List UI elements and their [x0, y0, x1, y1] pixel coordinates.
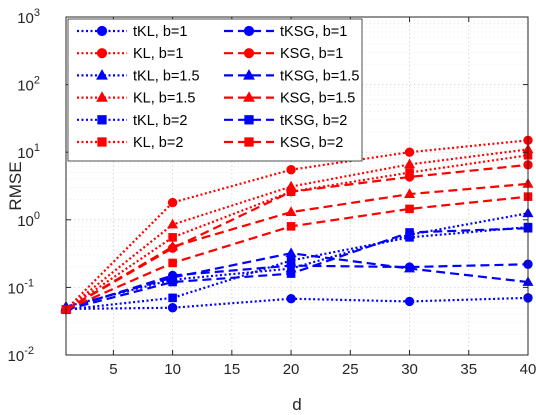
y-tick-label: 10-1: [8, 277, 34, 297]
series-line: [65, 148, 529, 311]
legend-item: tKSG, b=1.5: [224, 68, 359, 84]
legend-marker: [243, 48, 255, 59]
y-tick-exponent: -2: [24, 345, 34, 357]
legend-marker: [243, 69, 255, 80]
y-tick-exponent: 2: [34, 75, 40, 87]
y-tick-base: 10: [17, 213, 34, 230]
legend-item: KSG, b=1: [224, 46, 343, 62]
y-tick-exponent: 1: [34, 142, 40, 154]
legend-label: KL, b=1.5: [133, 91, 195, 107]
data-point: [405, 204, 414, 214]
series-line: [65, 182, 529, 311]
y-tick-base: 10: [8, 348, 25, 365]
x-tick-label: 25: [342, 361, 359, 378]
data-point: [285, 247, 297, 258]
y-tick-label: 100: [17, 210, 40, 230]
x-tick-label: 20: [283, 361, 300, 378]
plot-frame: [65, 16, 529, 356]
legend-marker: [96, 25, 108, 37]
legend-marker: [243, 25, 255, 37]
legend-item: tKL, b=2: [77, 113, 187, 129]
data-point: [167, 303, 178, 313]
x-tick-label: 10: [164, 361, 181, 378]
legend-item: KL, b=1: [77, 46, 183, 62]
y-tick-exponent: 0: [34, 210, 40, 222]
series-line: [65, 139, 529, 311]
legend-item: tKSG, b=2: [224, 113, 347, 129]
data-point: [286, 269, 296, 278]
y-tick-exponent: 3: [34, 7, 40, 19]
data-point: [285, 206, 297, 216]
legend-marker: [96, 69, 108, 80]
data-point: [168, 233, 177, 242]
data-point: [404, 172, 415, 182]
data-point: [167, 240, 179, 251]
legend-label: tKL, b=1: [133, 24, 187, 40]
data-point: [286, 260, 296, 271]
data-point: [167, 197, 178, 208]
data-point: [286, 187, 296, 197]
legend: tKL, b=1 KL, b=1 tKL, b=1.5 KL, b=1.5 tKL, b…: [67, 18, 363, 162]
legend-label: tKSG, b=2: [280, 113, 347, 129]
legend-label: KL, b=1: [133, 46, 183, 62]
legend-label: tKL, b=1.5: [133, 68, 200, 84]
data-point: [168, 277, 177, 287]
y-tick-base: 10: [17, 145, 34, 162]
legend-marker: [96, 91, 108, 102]
x-tick-label: 40: [520, 361, 536, 378]
legend-marker: [244, 115, 254, 125]
data-point: [168, 258, 177, 268]
legend-label: KSG, b=1: [280, 46, 343, 62]
legend-item: KSG, b=2: [224, 135, 343, 151]
legend-label: KL, b=2: [133, 135, 183, 151]
data-point: [404, 262, 416, 273]
data-point: [404, 147, 415, 157]
x-tick-label: 15: [224, 361, 241, 378]
y-tick-label: 101: [17, 142, 40, 162]
data-point: [168, 293, 177, 303]
legend-marker: [97, 115, 107, 125]
data-point: [167, 218, 179, 229]
y-tick-base: 10: [17, 10, 34, 27]
y-tick-label: 102: [17, 75, 40, 95]
data-point: [286, 294, 296, 304]
legend-item: tKL, b=1.5: [77, 68, 200, 84]
y-tick-base: 10: [8, 280, 25, 297]
legend-label: tKSG, b=1.5: [280, 68, 359, 84]
legend-box: [67, 18, 363, 162]
y-tick-label: 103: [17, 7, 40, 27]
data-point: [404, 296, 415, 307]
data-point: [405, 228, 414, 237]
legend-marker: [97, 137, 107, 147]
data-point: [404, 158, 416, 169]
data-point: [286, 165, 296, 175]
x-tick-label: 30: [401, 361, 418, 378]
legend-item: KL, b=1.5: [77, 91, 195, 107]
legend-marker: [244, 137, 254, 147]
data-point: [286, 222, 296, 231]
x-tick-label: 35: [460, 361, 477, 378]
legend-item: KL, b=2: [77, 135, 183, 151]
data-point: [404, 188, 416, 198]
series-line: [65, 154, 529, 311]
y-tick-exponent: -1: [24, 277, 34, 289]
legend-marker: [243, 91, 255, 102]
legend-label: tKL, b=2: [133, 113, 187, 129]
legend-item: tKL, b=1: [77, 24, 187, 40]
legend-item: tKSG, b=1: [224, 24, 347, 40]
legend-label: KSG, b=1.5: [280, 91, 355, 107]
x-axis-label: d: [292, 395, 301, 414]
legend-label: KSG, b=2: [280, 135, 343, 151]
x-tick-label: 5: [109, 361, 117, 378]
y-axis-label: RMSE: [6, 161, 25, 210]
legend-marker: [96, 48, 108, 59]
y-tick-base: 10: [17, 78, 34, 95]
legend-item: KSG, b=1.5: [224, 91, 355, 107]
y-tick-label: 10-2: [8, 345, 34, 365]
legend-label: tKSG, b=1: [280, 24, 347, 40]
